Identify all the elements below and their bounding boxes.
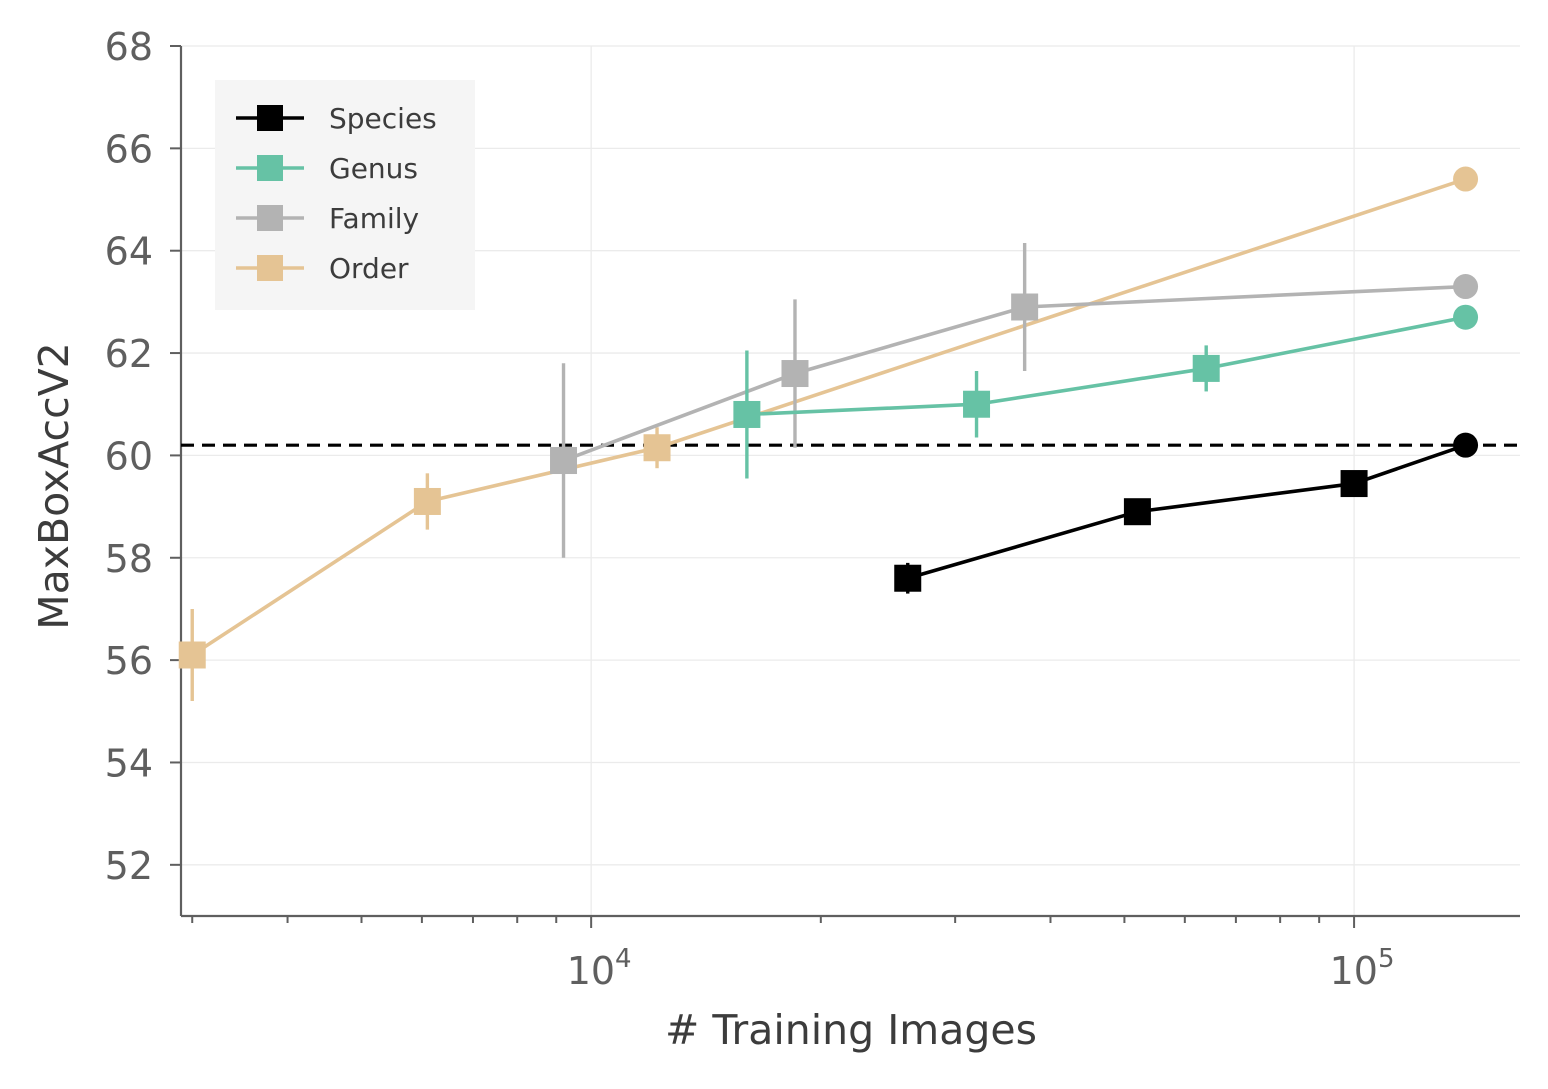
data-point [1453,166,1479,192]
data-point [643,434,671,462]
legend-item-genus: Genus [236,152,418,185]
data-point [413,487,441,515]
data-point [1453,274,1479,300]
data-point [1340,470,1368,498]
series-species [894,432,1479,594]
legend: Species Genus Family Order [215,80,475,310]
series-genus [733,304,1479,479]
data-point [733,400,761,428]
y-tick-label: 66 [105,127,153,171]
y-tick-label: 54 [105,741,153,785]
legend-label: Genus [329,152,418,185]
data-point [1123,498,1151,526]
legend-marker [257,205,283,231]
series-layer [178,166,1479,702]
data-point [1011,293,1039,321]
legend-label: Species [329,102,437,135]
data-point [1453,304,1479,330]
legend-item-family: Family [236,202,419,235]
data-point [550,447,578,475]
y-axis-label: MaxBoxAccV2 [30,342,78,630]
data-point [963,390,991,418]
data-point [1192,354,1220,382]
legend-label: Family [329,202,419,235]
legend-marker [257,155,283,181]
y-tick-label: 58 [105,537,153,581]
x-axis-label: # Training Images [665,1006,1037,1054]
legend-item-species: Species [236,102,437,135]
series-line [746,315,1466,417]
data-point [781,360,809,388]
y-tick-label: 52 [105,844,153,888]
y-tick-label: 64 [105,230,153,274]
legend-marker [257,255,283,281]
series-line [562,284,1466,463]
legend-item-order: Order [236,252,409,285]
y-tick-label: 56 [105,639,153,683]
y-tick-label: 62 [105,332,153,376]
axes: 52 54 56 58 60 62 64 66 68 104 105 [105,25,1520,993]
series-family [550,243,1479,558]
data-point [894,564,922,592]
x-tick-label: 105 [1330,944,1395,993]
legend-marker [257,105,283,131]
x-tick-label: 104 [567,944,632,993]
y-tick-label: 60 [105,434,153,478]
data-point [178,641,206,669]
series-order [178,166,1479,702]
series-line [907,443,1467,580]
y-tick-label: 68 [105,25,153,69]
legend-label: Order [329,252,409,285]
data-point [1453,432,1479,458]
series-line [191,177,1467,657]
